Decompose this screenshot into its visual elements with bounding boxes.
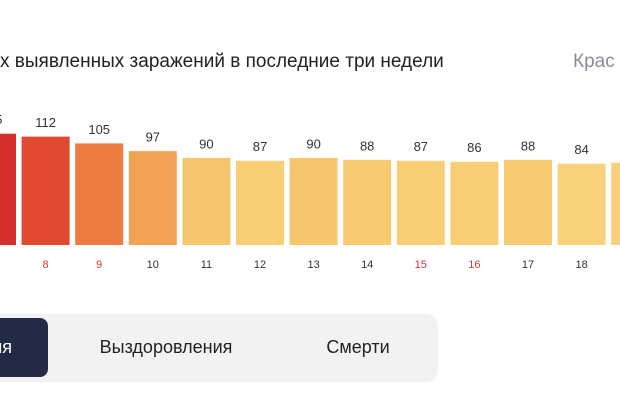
bar [21,136,70,245]
bar [450,161,499,245]
tab[interactable]: Заражения [0,337,12,357]
value-label: 97 [146,130,160,145]
x-tick-label: 10 [147,259,159,271]
bar [396,160,445,245]
tab-bar [0,314,438,382]
x-tick-label: 13 [307,259,319,271]
x-tick-label: 14 [361,259,373,271]
value-label: 112 [35,115,56,130]
bar [557,163,606,245]
value-label: 88 [521,138,535,153]
bar [0,133,16,245]
value-label: 87 [253,139,267,154]
x-tick-label: 15 [415,259,427,271]
bar [504,159,552,245]
x-tick-label: 8 [43,259,49,271]
bar [611,162,620,245]
tab[interactable]: Выздоровления [100,337,233,357]
value-label: 84 [574,142,588,157]
x-tick-label: 9 [96,259,102,271]
bar [236,160,284,245]
bar [343,159,392,245]
x-tick-label: 11 [201,259,212,271]
region[interactable]: Крас [573,51,615,72]
chart-title: х выявленных заражений в последние три н… [0,51,444,72]
x-tick-label: 18 [575,259,587,271]
x-tick-label: 17 [522,259,534,271]
value-label: 88 [360,138,374,153]
value-label: 115 [0,112,2,127]
bar [289,157,338,245]
x-tick-label: 12 [254,259,266,271]
value-label: 105 [88,122,110,137]
bar [75,143,124,245]
value-label: 86 [467,140,481,155]
value-label: 90 [199,136,213,151]
x-tick-label: 16 [468,259,480,271]
tab[interactable]: Смерти [326,337,389,357]
bar [128,151,177,245]
value-label: 90 [306,136,320,151]
tab-active[interactable] [0,318,48,377]
value-label: 87 [414,139,428,154]
bar [182,157,231,245]
